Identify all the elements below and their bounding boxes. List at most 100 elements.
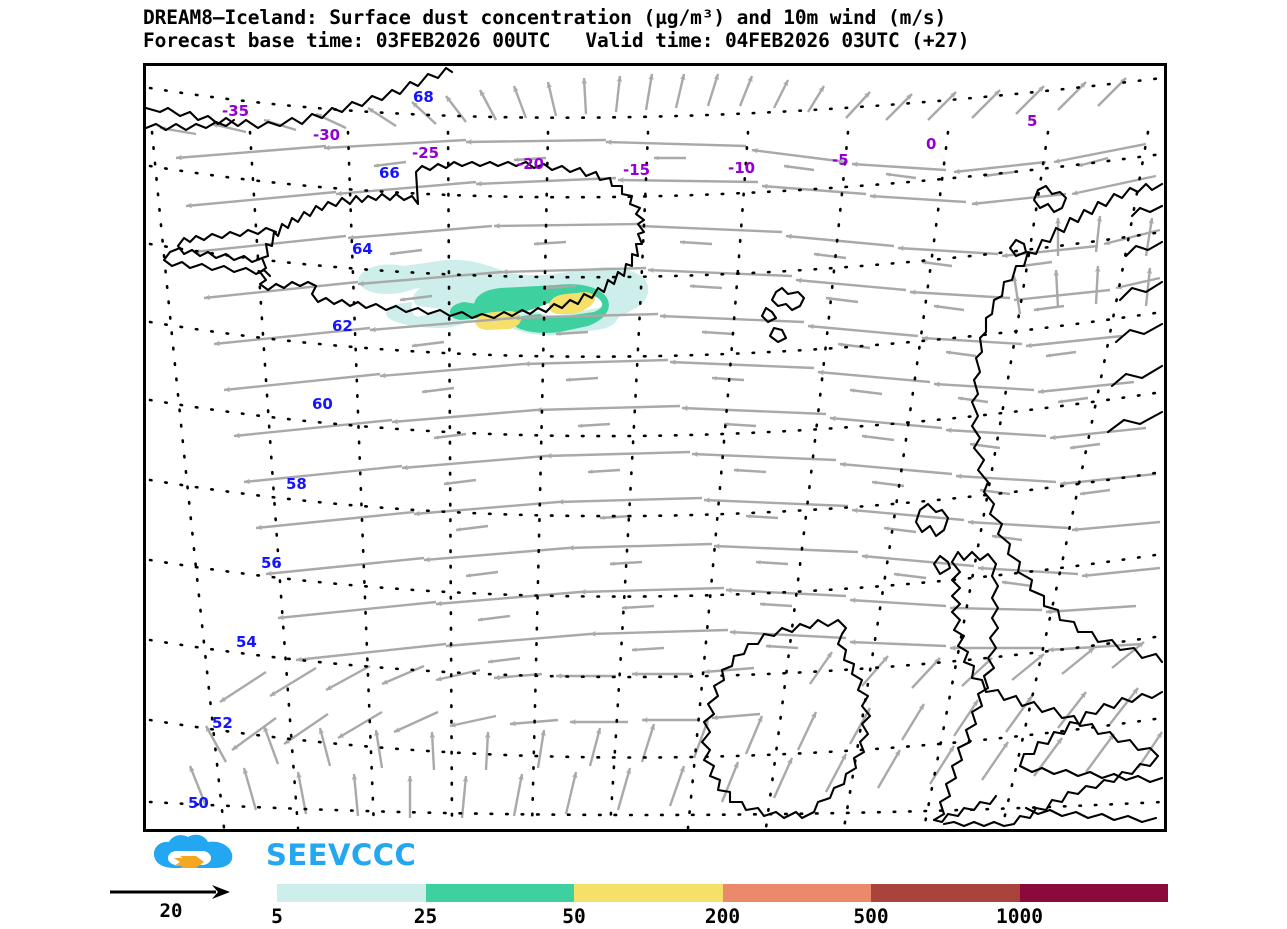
coast-shetland (1032, 184, 1068, 214)
parallel-62 (148, 310, 1164, 358)
coast-norway-fjord5 (1110, 364, 1164, 388)
lat-label-68: 68 (413, 88, 434, 106)
colorbar-tick-50: 50 (562, 905, 586, 928)
lat-label-62: 62 (332, 317, 353, 335)
wind-row-4 (213, 312, 1135, 395)
coast-norway-fjord6 (1106, 410, 1164, 434)
cloud-icon (154, 834, 233, 868)
parallel-60 (148, 390, 1164, 438)
lat-label-54: 54 (236, 633, 257, 651)
coast-france (1018, 764, 1164, 784)
colorbar-segment-1 (425, 884, 574, 902)
title-line-2: Forecast base time: 03FEB2026 00UTC Vali… (143, 29, 970, 52)
wind-row-6-ticks (455, 514, 1033, 588)
coast-greenland-inner (146, 118, 236, 132)
chart-title-block: DREAM8—Iceland: Surface dust concentrati… (143, 6, 1273, 52)
lon-label-0: 0 (926, 135, 936, 153)
lon-label--5: -5 (832, 151, 849, 169)
meridian-5 (842, 130, 950, 829)
lon-label--25: -25 (412, 144, 439, 162)
coast-ireland (700, 618, 872, 820)
coast-iceland-nw-peninsula (162, 246, 272, 278)
wind-scale-arrow-icon (110, 885, 230, 899)
lon-label-5: 5 (1027, 112, 1037, 130)
parallel-54 (148, 634, 1164, 679)
wind-row-8 (219, 641, 1145, 751)
coast-norway-fjord3 (1118, 280, 1164, 302)
colorbar-segment-3 (722, 884, 871, 902)
coast-faroe-1 (770, 286, 806, 312)
lon-label--35: -35 (222, 102, 249, 120)
colorbar-segment-4 (871, 884, 1020, 902)
lat-label-66: 66 (379, 164, 400, 182)
wind-row-6 (255, 496, 1161, 579)
seevccc-logo[interactable]: SEEVCCC (150, 834, 416, 876)
coast-norway-fjord1 (1130, 204, 1164, 218)
colorbar-tick-25: 25 (413, 905, 438, 928)
coast-gb-east (1012, 754, 1160, 826)
wind-row-7-ticks (477, 602, 799, 664)
coast-orkney (1008, 238, 1028, 258)
longitude-labels: -35 -30 -25 -20 -15 -10 -5 0 5 (222, 102, 1037, 179)
lon-label--30: -30 (313, 126, 340, 144)
wind-scale-reference: 20 (108, 884, 234, 922)
dust-level-25 (474, 284, 609, 333)
lat-label-58: 58 (286, 475, 307, 493)
coast-gb-english-channel (942, 820, 1016, 828)
meridian-10 (922, 130, 1050, 829)
dust-concentration-colorbar (277, 884, 1168, 902)
colorbar-tick-labels: 5 25 50 200 500 1000 (271, 905, 1168, 929)
coast-gb-wales (932, 794, 998, 824)
coast-gb-west (932, 562, 1000, 822)
parallel-66 (148, 152, 1164, 199)
lon-label--20: -20 (517, 155, 544, 173)
colorbar-tick-5: 5 (271, 905, 283, 928)
dust-level-50 (548, 292, 595, 314)
coast-norway (970, 182, 1164, 664)
dust-level-5-b (413, 283, 472, 309)
map-gridlines (148, 76, 1164, 829)
wind-row-4-ticks (411, 330, 1089, 404)
forecast-map[interactable]: 68 66 64 62 60 58 56 54 52 50 -35 -30 -25 -20 -15 -10-… (143, 63, 1167, 832)
coast-norway-fjord4 (1114, 322, 1164, 344)
meridian-0 (764, 130, 850, 829)
latitude-labels: 68 66 64 62 60 58 56 54 52 50 (188, 88, 434, 812)
coast-hebrides (914, 502, 950, 538)
colorbar-segment-0 (277, 884, 426, 902)
coast-greenland (146, 66, 454, 130)
colorbar-segment-2 (574, 884, 723, 902)
meridian-15 (1000, 130, 1150, 829)
lat-label-56: 56 (261, 554, 282, 572)
logo-text: SEEVCCC (266, 837, 417, 872)
wind-row-3-ticks (389, 240, 1065, 312)
wind-row-1 (159, 73, 1127, 136)
coast-norway-fjord2 (1124, 240, 1164, 258)
lat-label-52: 52 (212, 714, 233, 732)
wind-scale-label: 20 (159, 900, 183, 922)
wind-row-3 (193, 222, 1161, 303)
coast-denmark-nl (1018, 690, 1164, 768)
lat-label-50: 50 (188, 794, 209, 812)
parallel-68 (148, 76, 1164, 119)
coastlines (146, 66, 1164, 828)
colorbar-tick-500: 500 (853, 905, 889, 928)
coast-faroe-2 (760, 306, 778, 324)
colorbar-tick-200: 200 (704, 905, 741, 928)
coast-iceland-nw-fjords (176, 226, 278, 264)
colorbar-segment-5 (1019, 884, 1168, 902)
parallel-56 (148, 552, 1164, 598)
title-line-1: DREAM8—Iceland: Surface dust concentrati… (143, 6, 947, 29)
parallel-50 (148, 800, 1164, 817)
coast-hebrides-2 (932, 554, 952, 576)
lat-label-64: 64 (352, 240, 373, 258)
wind-row-9 (188, 687, 1163, 819)
lon-label--10: -10 (728, 159, 755, 177)
coast-iceland (258, 160, 646, 320)
colorbar-tick-1000: 1000 (996, 905, 1043, 928)
parallel-52 (148, 716, 1164, 759)
coast-faroe-3 (768, 326, 788, 344)
wind-row-5 (233, 404, 1157, 487)
lon-label--15: -15 (623, 161, 650, 179)
